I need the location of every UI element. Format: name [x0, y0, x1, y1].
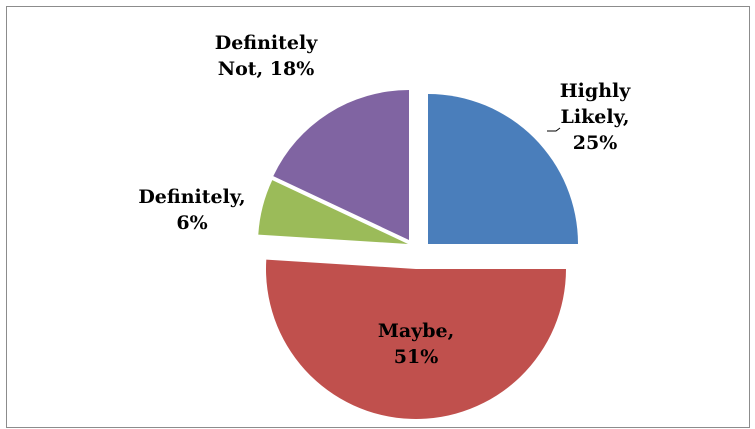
pie-slice-highly-likely [428, 94, 578, 244]
leader-line [547, 128, 560, 131]
data-label-definitely: Definitely, 6% [138, 186, 245, 234]
data-label-definitely-not: Definitely Not, 18% [215, 32, 318, 80]
data-label-highly-likely: Highly Likely, 25% [560, 80, 631, 154]
